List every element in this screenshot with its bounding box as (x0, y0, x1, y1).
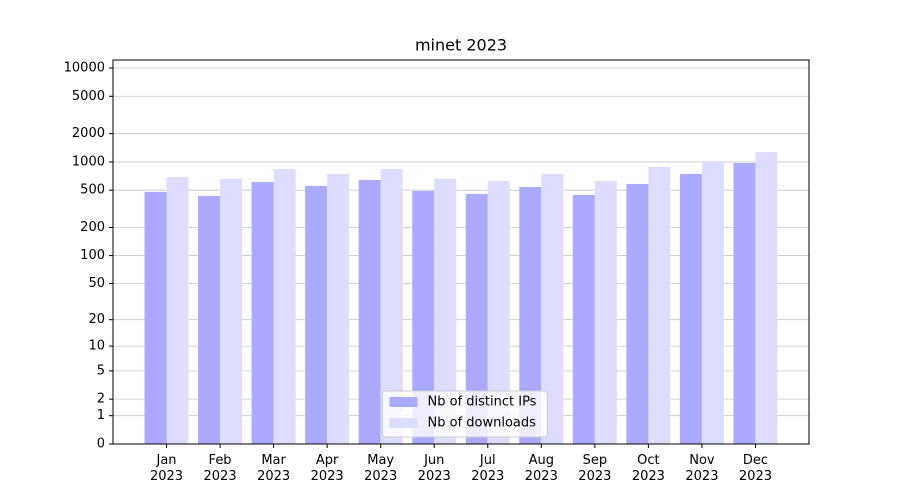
chart-title: minet 2023 (415, 36, 507, 55)
bar (327, 173, 350, 444)
bar (220, 178, 243, 444)
bar (572, 194, 595, 444)
legend-swatch (389, 397, 418, 407)
y-tick-label: 500 (80, 183, 105, 198)
x-tick-label: Feb 2023 (203, 453, 237, 484)
bar (487, 180, 510, 444)
bar (626, 183, 649, 444)
x-tick-label: Sep 2023 (578, 453, 612, 484)
x-tick-label: Jul 2023 (471, 453, 505, 484)
y-tick-label: 5 (97, 363, 105, 378)
y-tick-label: 2000 (72, 126, 105, 141)
x-tick-label: Jan 2023 (149, 453, 184, 484)
x-tick-label: Aug 2023 (524, 453, 558, 484)
x-tick-label: Nov 2023 (685, 453, 719, 484)
bar (648, 166, 671, 445)
bar (166, 176, 189, 445)
x-tick-label: Apr 2023 (310, 453, 344, 484)
bar (755, 151, 778, 444)
x-tick-label: Mar 2023 (257, 453, 291, 484)
legend-swatch (389, 418, 418, 428)
y-tick-label: 50 (88, 276, 105, 291)
bar (273, 168, 296, 444)
x-tick-label: Jun 2023 (417, 453, 451, 484)
y-tick-label: 0 (97, 437, 105, 452)
bar (594, 180, 617, 444)
y-tick-label: 1 (97, 408, 105, 423)
x-tick-label: Dec 2023 (738, 453, 772, 484)
x-tick-label: Oct 2023 (631, 453, 665, 484)
y-tick-label: 100 (80, 248, 105, 263)
legend-label: Nb of distinct IPs (428, 395, 537, 410)
bar (701, 161, 724, 444)
y-tick-label: 20 (88, 312, 105, 327)
bar (541, 173, 564, 444)
bar (412, 191, 435, 444)
legend-box (382, 390, 548, 438)
y-tick-label: 10000 (64, 60, 105, 75)
bar (733, 162, 756, 444)
y-tick-label: 200 (80, 220, 105, 235)
bar (251, 181, 274, 445)
bar (434, 178, 457, 444)
legend-label: Nb of downloads (428, 416, 537, 431)
y-tick-label: 10 (88, 339, 105, 354)
bar (358, 179, 381, 444)
bar (465, 193, 488, 444)
bar (380, 168, 403, 444)
bar (519, 186, 542, 445)
x-tick-label: May 2023 (364, 453, 398, 484)
y-tick-label: 5000 (72, 89, 105, 104)
bar (144, 191, 167, 444)
bar (305, 185, 328, 444)
y-tick-label: 1000 (72, 154, 105, 169)
y-tick-label: 2 (97, 392, 105, 407)
bar (198, 195, 221, 444)
plot-frame (112, 59, 810, 445)
bar (679, 173, 702, 444)
